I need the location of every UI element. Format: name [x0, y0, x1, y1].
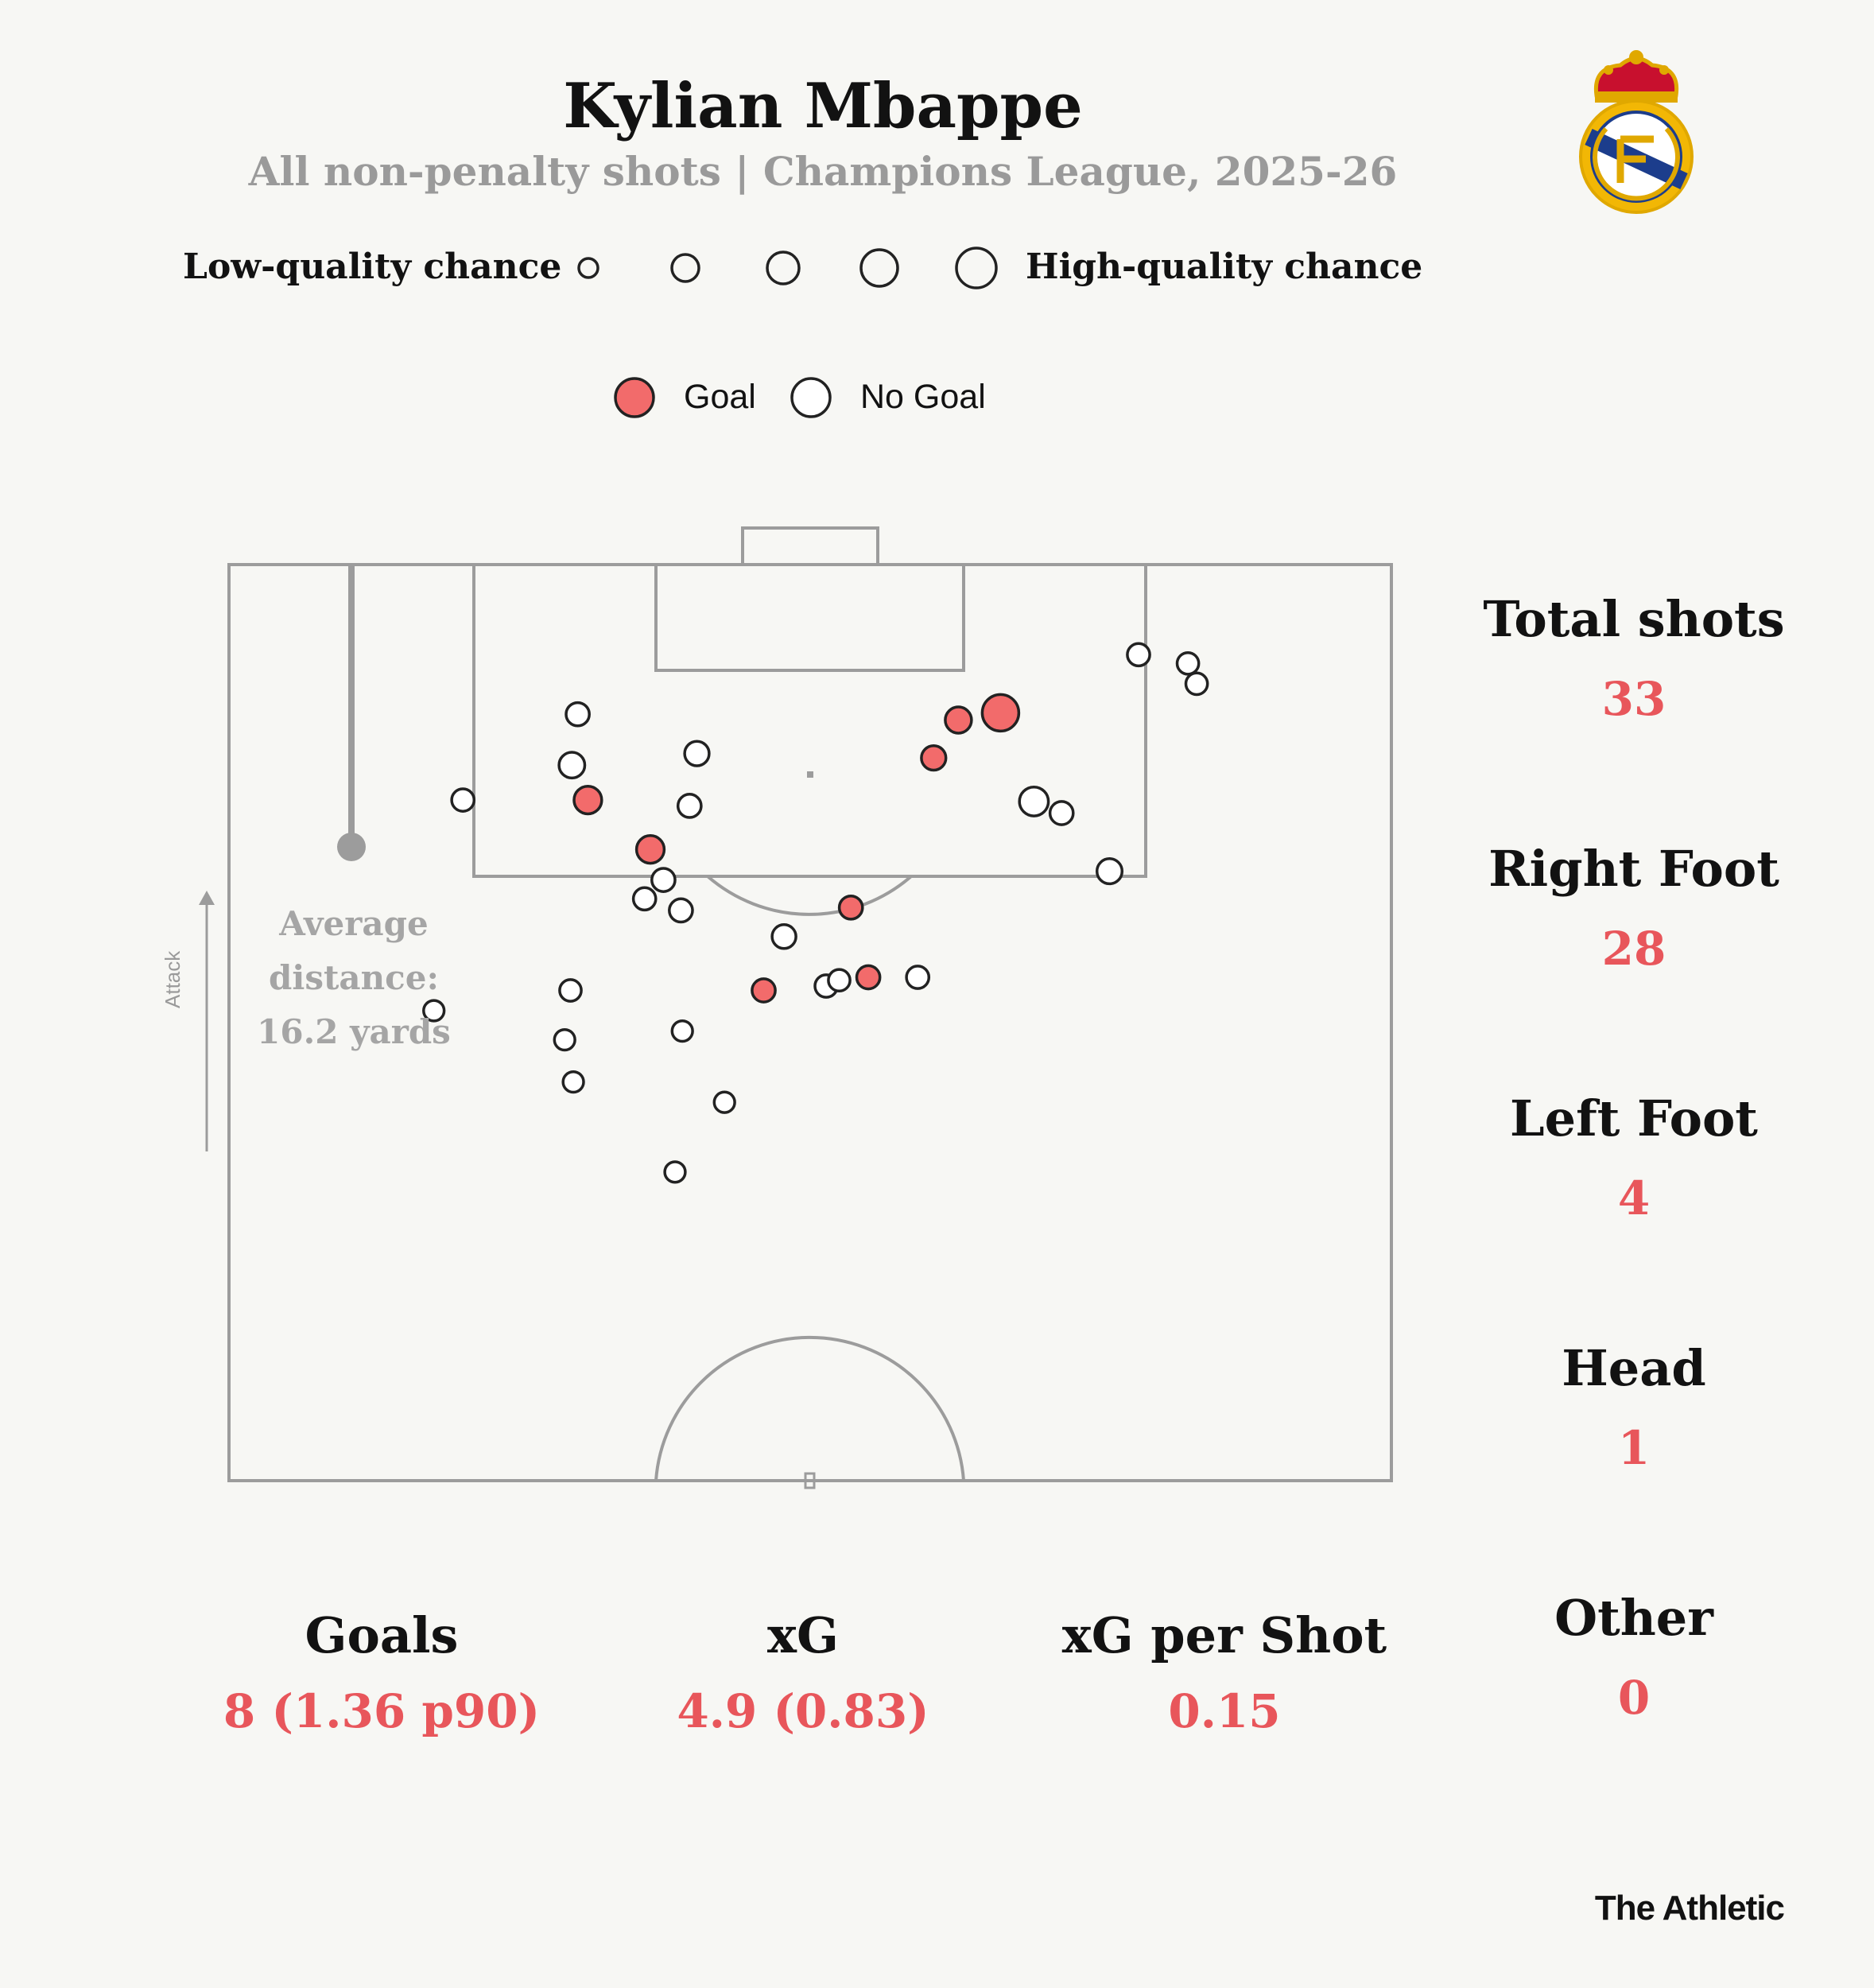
avg-line-2: distance:	[269, 958, 439, 997]
chart-subtitle: All non-penalty shots | Champions League…	[248, 148, 1398, 195]
shot-miss-29	[553, 1027, 576, 1052]
shot-miss-28	[670, 1019, 694, 1043]
shot-miss-16	[650, 867, 677, 893]
average-distance-marker	[337, 565, 366, 861]
center-spot	[804, 1472, 816, 1489]
shot-goal-19	[837, 894, 864, 921]
penalty-arc	[706, 875, 913, 916]
legend-no-goal-marker	[790, 377, 832, 418]
stat-head-label: Head	[1562, 1339, 1706, 1397]
legend-goal-marker	[614, 377, 655, 418]
shot-miss-8	[557, 751, 587, 780]
shot-miss-27	[422, 999, 446, 1023]
avg-line-3: 16.2 yards	[257, 1012, 451, 1051]
shot-miss-20	[770, 923, 797, 950]
attack-label: Attack	[161, 950, 184, 1008]
stat-goals-label: Goals	[305, 1606, 459, 1664]
shot-miss-6	[683, 740, 711, 767]
shot-miss-15	[1095, 857, 1124, 886]
stat-xg-label: xG	[767, 1606, 839, 1664]
shot-miss-12	[1018, 785, 1050, 817]
shot-miss-0	[1126, 642, 1151, 668]
shot-miss-9	[450, 787, 476, 813]
avg-line-1: Average	[279, 904, 429, 943]
shot-miss-11	[676, 793, 703, 819]
stat-left-foot-label: Left Foot	[1510, 1089, 1758, 1147]
shot-goal-14	[634, 834, 666, 865]
stat-xg-per-shot-label: xG per Shot	[1061, 1606, 1387, 1664]
shot-goal-21	[751, 977, 777, 1004]
pitch-lines	[227, 526, 1393, 1489]
shot-goal-7	[920, 744, 948, 772]
legend-marks	[577, 247, 998, 418]
stat-xg-per-shot-value: 0.15	[1168, 1684, 1281, 1738]
shot-miss-17	[631, 886, 658, 912]
shot-miss-2	[1184, 671, 1209, 697]
shot-miss-1	[1175, 650, 1201, 676]
stat-head-value: 1	[1617, 1421, 1651, 1475]
size-legend-circle-3	[859, 248, 899, 288]
penalty-spot	[807, 771, 813, 778]
size-legend-low-label: Low-quality chance	[183, 247, 562, 287]
goal	[741, 526, 879, 566]
shot-miss-24	[827, 968, 852, 993]
stat-right-foot-label: Right Foot	[1488, 840, 1779, 898]
stat-other-value: 0	[1617, 1671, 1651, 1725]
shots-layer	[422, 642, 1209, 1184]
attack-arrow-icon	[199, 891, 215, 1151]
stat-goals-value: 8 (1.36 p90)	[223, 1684, 541, 1738]
shot-miss-22	[558, 978, 583, 1003]
shot-goal-25	[855, 964, 882, 991]
shot-miss-13	[1048, 800, 1075, 826]
stat-left-foot-value: 4	[1617, 1171, 1651, 1225]
shot-miss-18	[668, 897, 694, 924]
chart-title: Kylian Mbappe	[563, 70, 1083, 142]
size-legend-circle-1	[670, 253, 700, 283]
center-circle	[654, 1336, 965, 1481]
stat-right-foot-value: 28	[1601, 922, 1666, 976]
average-distance-annotation: Average distance: 16.2 yards	[239, 897, 469, 1059]
stat-total-shots-value: 33	[1601, 672, 1666, 726]
shot-goal-10	[572, 784, 603, 816]
legend-goal-label: Goal	[684, 378, 756, 416]
legend-no-goal-label: No Goal	[860, 378, 986, 416]
brand-logo: The Athletic	[1594, 1889, 1785, 1928]
shot-goal-5	[980, 693, 1021, 733]
shot-miss-32	[663, 1160, 687, 1184]
stat-xg-value: 4.9 (0.83)	[677, 1684, 929, 1738]
shot-miss-31	[712, 1090, 736, 1114]
shot-miss-26	[905, 965, 931, 990]
size-legend-circle-2	[766, 250, 801, 285]
size-legend-circle-0	[577, 257, 599, 279]
shot-miss-3	[565, 701, 591, 728]
shot-goal-4	[944, 705, 973, 735]
size-legend-circle-4	[955, 247, 998, 289]
stat-other-label: Other	[1554, 1589, 1713, 1647]
stat-total-shots-label: Total shots	[1483, 590, 1785, 648]
size-legend-high-label: High-quality chance	[1026, 247, 1423, 287]
shot-miss-30	[561, 1070, 585, 1094]
six-yard-box	[654, 563, 965, 672]
